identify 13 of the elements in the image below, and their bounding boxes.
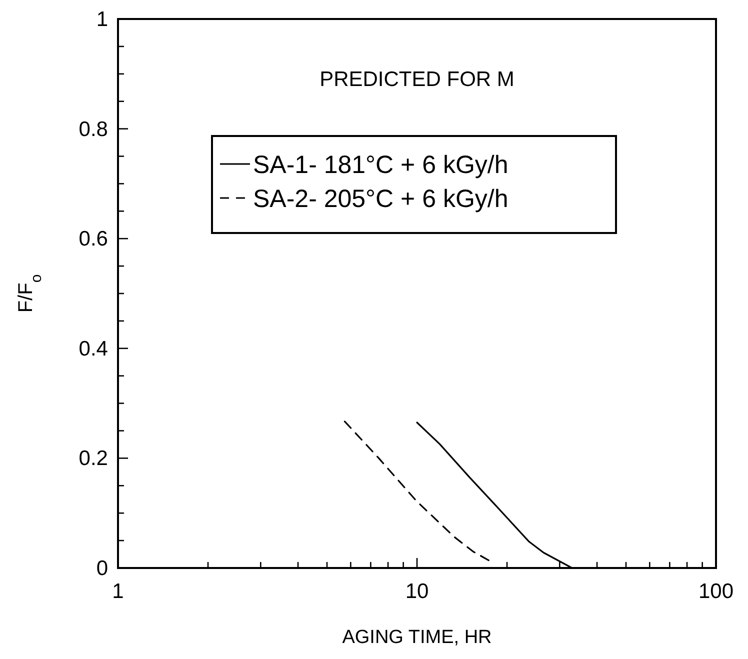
y-tick-label: 0.6 [78,228,108,251]
y-tick-label: 1 [96,8,108,31]
x-tick-label: 1 [112,580,124,603]
x-tick-label: 10 [405,580,429,603]
legend-label: SA-2- 205°C + 6 kGy/h [253,185,508,213]
y-tick-label: 0.8 [78,118,108,141]
y-tick-label: 0.2 [78,447,108,470]
y-tick-label: 0 [96,557,108,580]
y-tick-label: 0.4 [78,337,108,360]
x-tick-label: 100 [698,580,734,603]
legend-label: SA-1- 181°C + 6 kGy/h [253,151,508,179]
text: PREDICTED FOR M [320,68,514,91]
x-axis-title: AGING TIME, HR [342,627,492,648]
